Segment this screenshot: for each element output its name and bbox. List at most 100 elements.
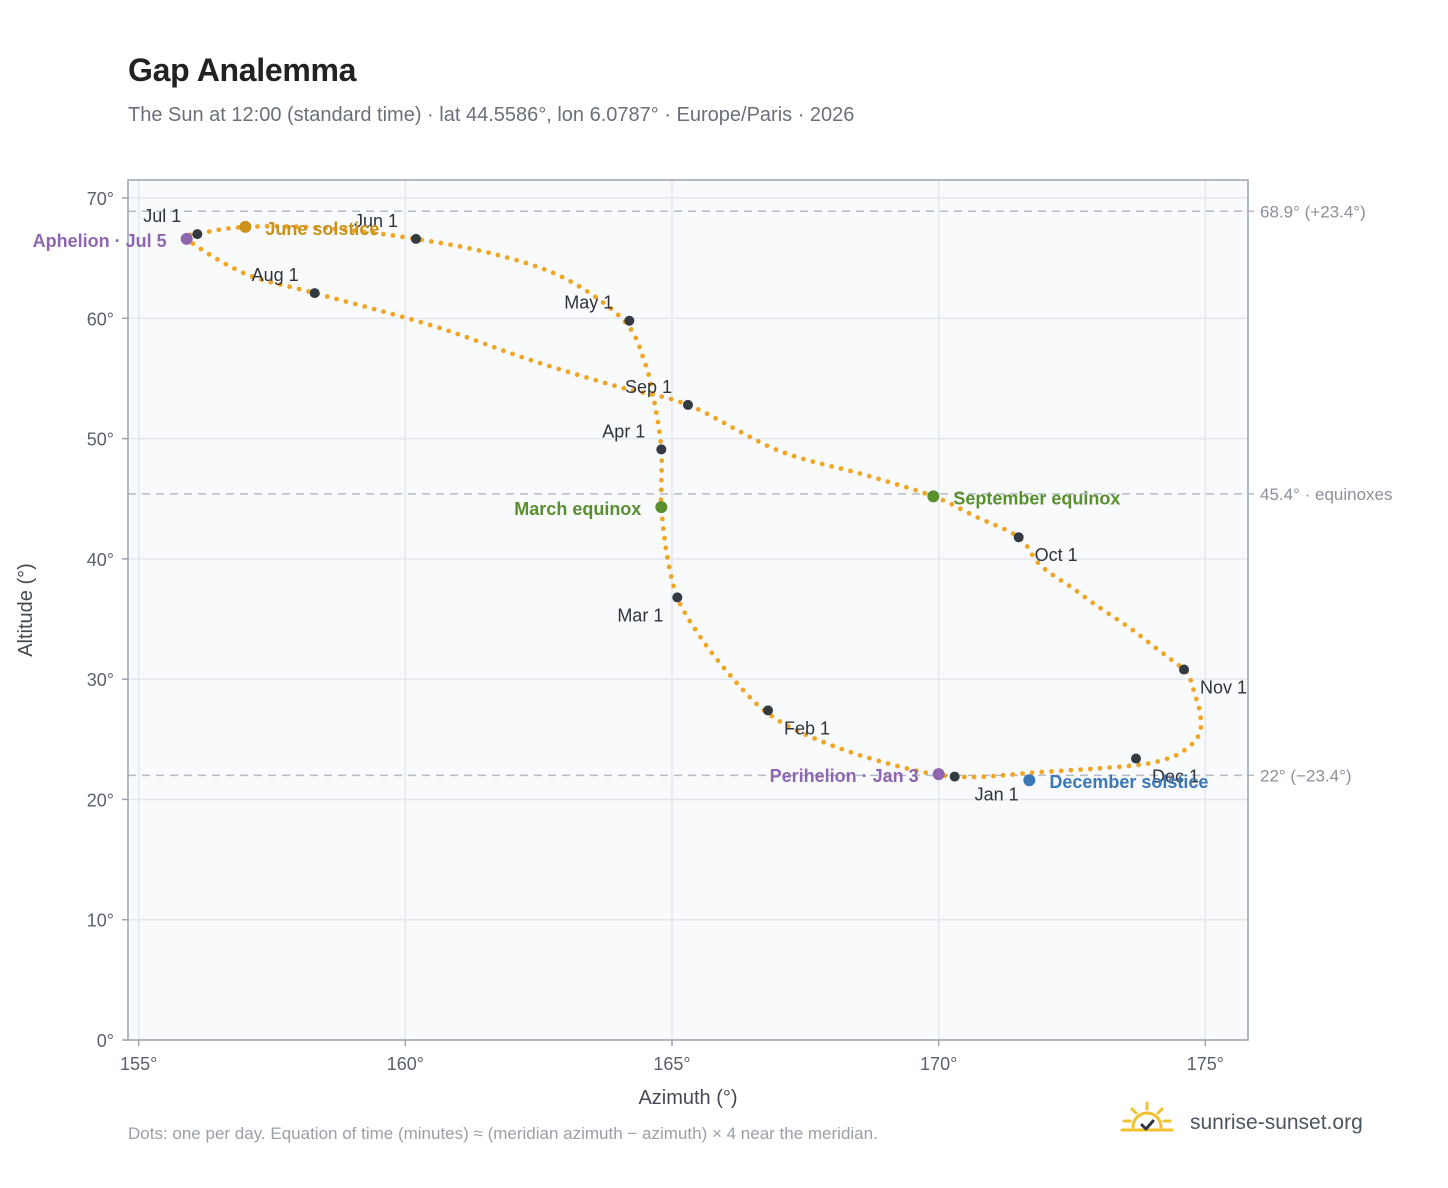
- reference-line-label: 68.9° (+23.4°): [1260, 202, 1366, 221]
- y-tick-label: 10°: [87, 911, 114, 931]
- daily-sun-dot: [975, 515, 981, 520]
- daily-sun-dot: [427, 322, 433, 328]
- reference-line-label: 45.4° · equinoxes: [1260, 485, 1393, 504]
- daily-sun-dot: [866, 473, 872, 479]
- daily-sun-dot: [1136, 762, 1141, 768]
- daily-sun-dot: [659, 394, 665, 399]
- daily-sun-dot: [764, 443, 770, 448]
- daily-sun-dot: [668, 396, 674, 402]
- daily-sun-dot: [747, 434, 753, 440]
- y-tick-label: 60°: [87, 309, 114, 329]
- daily-sun-dot: [446, 328, 451, 334]
- daily-sun-dot: [630, 388, 636, 393]
- daily-sun-dot: [1130, 627, 1136, 633]
- y-tick-label: 0°: [97, 1031, 114, 1051]
- daily-sun-dot: [287, 284, 292, 290]
- daily-sun-dot: [293, 224, 299, 230]
- event-marker-dot: [927, 490, 940, 503]
- daily-sun-dot: [769, 713, 775, 719]
- daily-sun-dot: [1182, 747, 1187, 753]
- daily-sun-dot: [593, 294, 598, 300]
- daily-sun-dot: [810, 459, 816, 464]
- daily-sun-dot: [584, 375, 589, 380]
- daily-sun-dot: [993, 522, 998, 528]
- daily-sun-dot: [332, 226, 338, 232]
- daily-sun-dot: [643, 362, 649, 368]
- daily-sun-dot: [1042, 566, 1048, 572]
- daily-sun-dot: [574, 372, 580, 378]
- plot-frame: [127, 179, 1249, 1041]
- daily-sun-dot: [754, 701, 759, 707]
- daily-sun-dot: [819, 461, 825, 467]
- daily-sun-dot: [984, 519, 989, 524]
- daily-sun-dot: [876, 758, 882, 764]
- daily-sun-dot: [491, 344, 497, 350]
- month-marker-label: Sep 1: [625, 377, 672, 397]
- daily-sun-dot: [829, 464, 834, 469]
- daily-sun-dot: [1000, 772, 1006, 778]
- daily-sun-dot: [662, 535, 667, 541]
- daily-sun-dot: [323, 225, 328, 231]
- month-marker-label: Jun 1: [354, 211, 398, 231]
- analemma-path: [182, 223, 1204, 780]
- daily-sun-dot: [640, 353, 645, 359]
- daily-sun-dot: [1164, 756, 1170, 762]
- daily-sun-dot: [559, 274, 565, 280]
- daily-sun-dot: [655, 419, 661, 425]
- daily-sun-dot: [785, 723, 791, 729]
- month-marker-dot: [1131, 753, 1141, 764]
- daily-sun-dot: [399, 314, 405, 320]
- daily-sun-dot: [1198, 725, 1204, 730]
- daily-sun-dot: [482, 341, 488, 347]
- daily-sun-dot: [371, 230, 377, 236]
- daily-sun-dot: [510, 351, 515, 357]
- daily-sun-dot: [1029, 552, 1035, 558]
- month-marker-dot: [309, 288, 320, 299]
- daily-sun-dot: [721, 665, 727, 671]
- daily-sun-dot: [628, 327, 634, 332]
- month-marker-label: Jul 1: [143, 206, 181, 226]
- brand-logo[interactable]: sunrise-sunset.org: [1120, 1100, 1420, 1150]
- daily-sun-dot: [1058, 578, 1064, 583]
- daily-sun-dot: [1126, 763, 1132, 769]
- daily-sun-dot: [1039, 769, 1045, 775]
- month-marker-dot: [1013, 532, 1024, 543]
- daily-sun-dot: [223, 261, 229, 267]
- daily-sun-dot: [658, 487, 664, 493]
- daily-sun-dot: [1173, 752, 1179, 758]
- daily-sun-dot: [216, 227, 222, 233]
- event-marker-label: December solstice: [1049, 772, 1208, 792]
- daily-sun-dot: [794, 728, 800, 733]
- daily-sun-dot: [537, 360, 543, 366]
- daily-sun-dot: [324, 294, 330, 299]
- daily-sun-dot: [206, 229, 212, 235]
- daily-sun-dot: [904, 766, 910, 771]
- daily-sun-dot: [1068, 767, 1074, 773]
- daily-sun-dot: [713, 415, 718, 421]
- daily-sun-dot: [198, 246, 204, 252]
- daily-sun-dot: [226, 226, 231, 231]
- daily-sun-dot: [659, 477, 664, 483]
- event-marker-dot: [1023, 774, 1036, 787]
- event-marker-dot: [655, 501, 668, 514]
- daily-sun-dot: [660, 526, 666, 531]
- month-marker-label: Aug 1: [252, 265, 299, 285]
- daily-sun-dot: [922, 490, 928, 496]
- month-marker-dot: [949, 771, 960, 782]
- daily-sun-dot: [519, 354, 525, 360]
- month-marker-dot: [683, 399, 693, 410]
- daily-sun-dot: [867, 755, 872, 761]
- daily-sun-dot: [568, 279, 574, 284]
- daily-sun-dot: [1087, 766, 1093, 772]
- daily-sun-dot: [615, 312, 621, 318]
- event-marker-label: Aphelion · Jul 5: [33, 231, 167, 251]
- daily-sun-dot: [455, 331, 461, 337]
- y-tick-label: 30°: [87, 670, 114, 690]
- x-tick-label: 175°: [1187, 1054, 1224, 1074]
- daily-sun-dot: [773, 447, 779, 452]
- daily-sun-dot: [541, 266, 547, 272]
- daily-sun-dot: [334, 296, 339, 302]
- event-marker-label: June solstice: [265, 219, 379, 239]
- daily-sun-dot: [437, 325, 442, 331]
- month-marker-label: Feb 1: [784, 718, 830, 738]
